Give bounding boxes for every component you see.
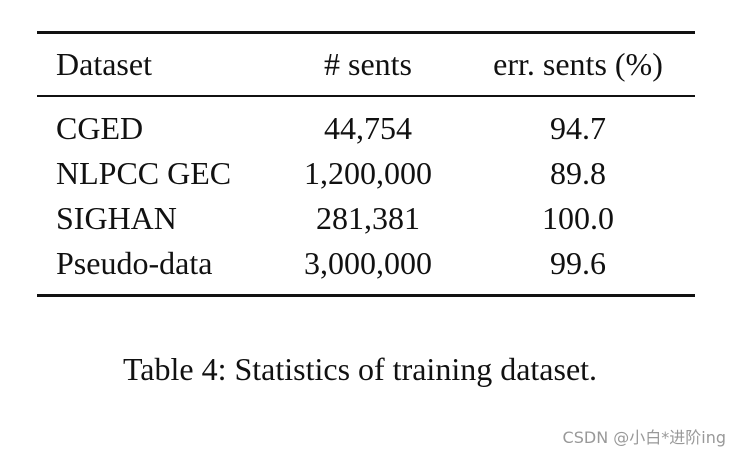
top-rule	[37, 31, 695, 34]
table-cell: 100.0	[542, 200, 614, 236]
watermark: CSDN @小白*进阶ing	[562, 428, 726, 447]
table-cell: 1,200,000	[304, 155, 432, 191]
table-cell: 99.6	[550, 245, 606, 281]
header-cell: Dataset	[56, 46, 152, 82]
table-cell: 89.8	[550, 155, 606, 191]
caption: Table 4: Statistics of training dataset.	[122, 351, 598, 387]
table-cell: 281,381	[316, 200, 420, 236]
mid-rule	[37, 95, 695, 97]
table-cell: Pseudo-data	[56, 245, 213, 281]
table-cell: 94.7	[550, 110, 606, 146]
header-cell: err. sents (%)	[493, 46, 663, 82]
table-cell: 3,000,000	[304, 245, 432, 281]
bottom-rule	[37, 294, 695, 297]
table-cell: 44,754	[324, 110, 412, 146]
table-cell: CGED	[56, 110, 144, 146]
header-cell: # sents	[324, 46, 412, 82]
table-cell: NLPCC GEC	[56, 155, 232, 191]
table-cell: SIGHAN	[56, 200, 177, 236]
